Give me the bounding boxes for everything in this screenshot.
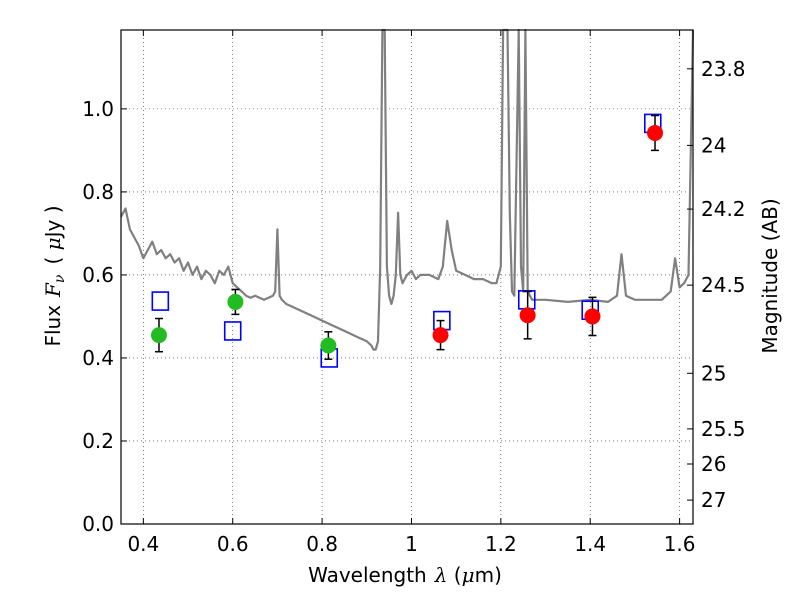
x-axis-ticks: 0.4 0.6 0.8 1 1.2 1.4 1.6 (127, 30, 696, 556)
data-point (647, 124, 664, 141)
x-tick-label: 0.8 (306, 532, 338, 556)
y2-tick-label: 25 (701, 361, 726, 385)
y2-axis-label: Magnitude (AB) (758, 198, 782, 353)
model-layer (151, 113, 662, 368)
y-tick-label: 0.6 (82, 263, 114, 287)
y2-tick-label: 27 (701, 488, 726, 512)
y-tick-label: 0.2 (82, 429, 114, 453)
spectrum-line (120, 28, 695, 351)
y-axis-ticks: 0.0 0.2 0.4 0.6 0.8 1.0 (82, 97, 127, 536)
x-tick-label: 1.4 (574, 532, 606, 556)
y-tick-label: 0.8 (82, 180, 114, 204)
model-square (223, 321, 242, 341)
y2-tick-label: 23.8 (701, 57, 746, 81)
y2-tick-label: 24.2 (701, 197, 746, 221)
y2-tick-label: 24 (701, 133, 726, 157)
data-point (584, 308, 601, 325)
data-point (519, 307, 536, 324)
data-point (432, 327, 449, 344)
x-tick-label: 0.4 (127, 532, 159, 556)
x-axis-label: Wavelength λ (μm) (308, 563, 502, 587)
y2-tick-label: 24.5 (701, 273, 746, 297)
spectrum-layer (120, 28, 695, 351)
data-point (320, 337, 337, 354)
model-square (151, 291, 170, 311)
x-tick-label: 1.6 (664, 532, 696, 556)
x-tick-label: 0.6 (217, 532, 249, 556)
y2-tick-label: 26 (701, 452, 726, 476)
plot-frame (120, 29, 694, 525)
y-tick-label: 0.4 (82, 346, 114, 370)
data-point (227, 293, 244, 310)
observed-layer (150, 114, 664, 360)
y-tick-label: 1.0 (82, 97, 114, 121)
x-tick-label: 1 (405, 532, 418, 556)
y-axis-label: FluxFν( μJy ) (41, 205, 68, 346)
x-tick-label: 1.2 (485, 532, 517, 556)
y2-tick-label: 25.5 (701, 417, 746, 441)
y-tick-label: 0.0 (82, 512, 114, 536)
data-point (150, 327, 167, 344)
y2-axis-ticks: 23.8 24 24.2 24.5 25 25.5 26 27 (687, 57, 746, 512)
